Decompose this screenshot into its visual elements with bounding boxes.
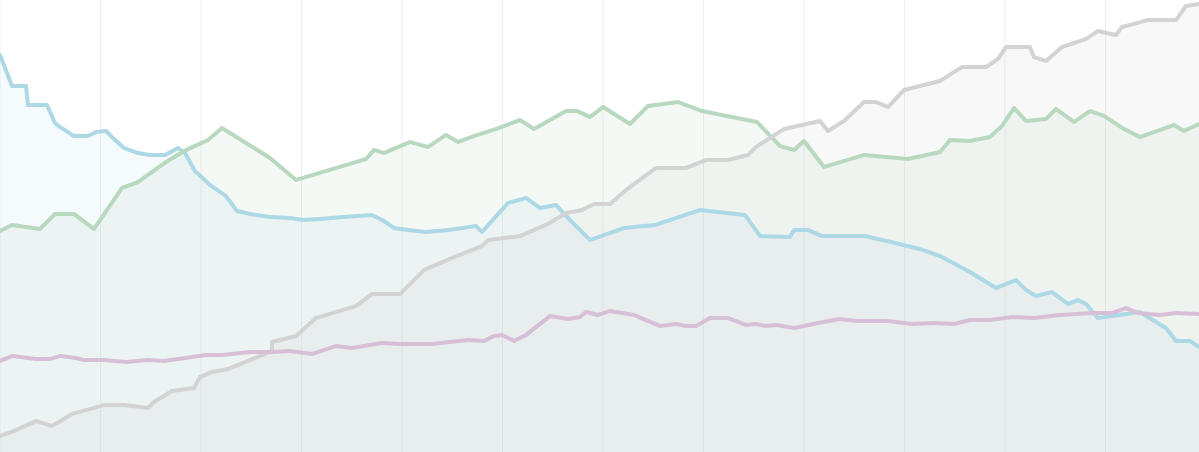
series-areas (0, 4, 1199, 452)
